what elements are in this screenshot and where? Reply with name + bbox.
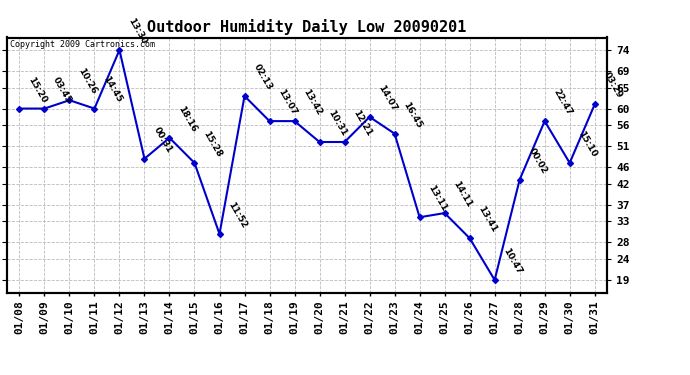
Text: 15:28: 15:28 (201, 129, 224, 159)
Text: 14:07: 14:07 (377, 83, 399, 113)
Text: 00:31: 00:31 (151, 126, 173, 154)
Text: 10:31: 10:31 (326, 109, 348, 138)
Text: 13:42: 13:42 (302, 87, 324, 117)
Text: 14:45: 14:45 (101, 75, 124, 104)
Text: 00:02: 00:02 (526, 147, 549, 176)
Text: 12:21: 12:21 (351, 108, 373, 138)
Text: 11:52: 11:52 (226, 201, 248, 230)
Text: 10:26: 10:26 (77, 67, 99, 96)
Text: 03:45: 03:45 (51, 75, 73, 104)
Text: 13:11: 13:11 (426, 184, 449, 213)
Text: 13:41: 13:41 (477, 205, 499, 234)
Text: 14:11: 14:11 (451, 180, 474, 209)
Text: 10:47: 10:47 (502, 246, 524, 276)
Text: 02:13: 02:13 (251, 63, 273, 92)
Text: 13:30: 13:30 (126, 17, 148, 46)
Text: 13:07: 13:07 (277, 88, 299, 117)
Text: 22:47: 22:47 (551, 87, 574, 117)
Text: 15:20: 15:20 (26, 75, 48, 104)
Text: Copyright 2009 Cartronics.com: Copyright 2009 Cartronics.com (10, 40, 155, 49)
Title: Outdoor Humidity Daily Low 20090201: Outdoor Humidity Daily Low 20090201 (148, 19, 466, 35)
Text: 15:10: 15:10 (577, 129, 599, 159)
Text: 16:45: 16:45 (402, 100, 424, 129)
Text: 03:29: 03:29 (602, 71, 624, 100)
Text: 18:16: 18:16 (177, 104, 199, 134)
